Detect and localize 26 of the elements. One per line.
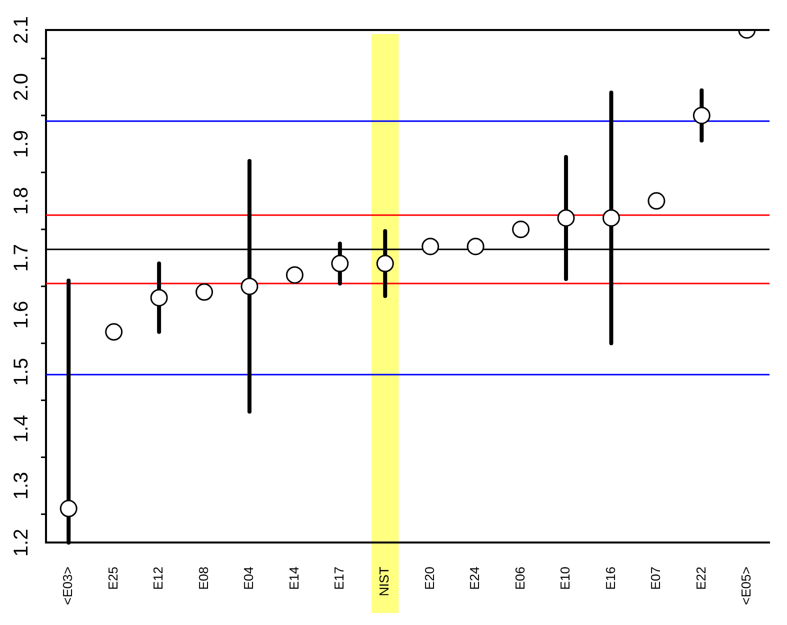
x-tick-label: E12 xyxy=(150,566,166,590)
y-tick-label: 1.9 xyxy=(10,130,33,158)
x-tick-label: E24 xyxy=(467,566,482,590)
y-tick-label: 1.7 xyxy=(10,244,33,272)
y-tick-label: 1.8 xyxy=(10,186,33,215)
y-tick-label: 1.4 xyxy=(10,414,33,443)
x-tick-label: E22 xyxy=(693,566,708,590)
x-tick-label: E14 xyxy=(286,566,302,590)
y-tick-label: 1.6 xyxy=(10,300,33,329)
y-tick-label: 1.3 xyxy=(10,472,33,500)
y-tick-label: 1.5 xyxy=(10,358,33,386)
x-tick-label: E07 xyxy=(648,566,664,590)
x-tick-label: E10 xyxy=(558,566,573,590)
y-tick-label: 2.1 xyxy=(10,16,33,44)
y-tick-label: 1.2 xyxy=(10,528,33,557)
x-tick-label: E25 xyxy=(105,566,120,590)
x-tick-label: E17 xyxy=(332,566,346,590)
x-tick-label: <E05> xyxy=(738,566,754,606)
x-tick-label: E20 xyxy=(422,566,437,590)
x-tick-label: NIST xyxy=(376,566,392,596)
x-tick-label: E16 xyxy=(602,566,618,590)
y-tick-label: 2.0 xyxy=(10,73,33,101)
x-tick-label: E06 xyxy=(512,566,528,590)
x-tick-label: E08 xyxy=(196,566,211,590)
x-tick-label: <E03> xyxy=(60,566,76,606)
x-tick-label: E04 xyxy=(241,566,256,590)
